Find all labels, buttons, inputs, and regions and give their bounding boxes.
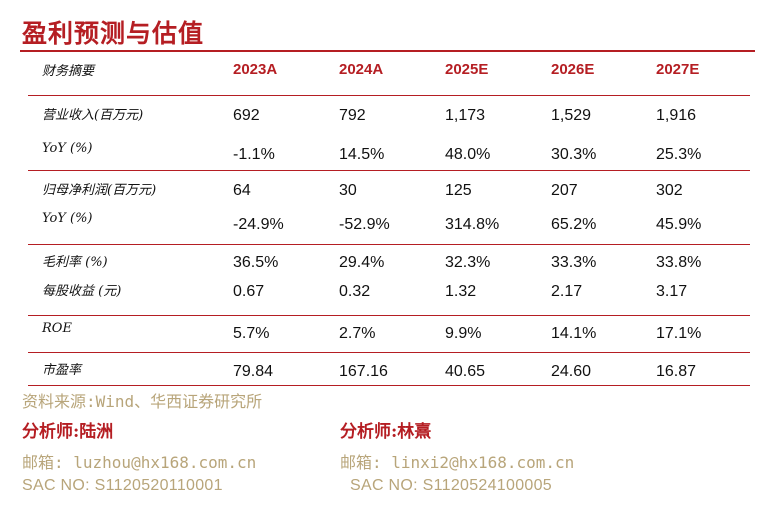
table-cell: 5.7%	[233, 325, 270, 342]
table-cell: 207	[551, 182, 578, 199]
table-cell: 302	[656, 182, 683, 199]
table-cell: 2.7%	[339, 325, 376, 342]
table-cell: 9.9%	[445, 325, 482, 342]
table-cell: -24.9%	[233, 216, 284, 233]
table-cell: 1,529	[551, 107, 592, 124]
row-label: ROE	[42, 321, 72, 336]
year-header: 2024A	[339, 61, 384, 78]
analyst-email[interactable]: 邮箱: linxi2@hx168.com.cn	[340, 453, 575, 472]
page-title: 盈利预测与估值	[22, 19, 205, 48]
table-cell: 32.3%	[445, 254, 491, 271]
row-label: YoY (%)	[42, 141, 93, 156]
table-cell: 33.8%	[656, 254, 702, 271]
table-cell: 29.4%	[339, 254, 385, 271]
table-cell: 79.84	[233, 363, 274, 380]
table-cell: 16.87	[656, 363, 697, 380]
year-header: 2025E	[445, 61, 489, 78]
table-cell: 36.5%	[233, 254, 279, 271]
table-cell: 1,916	[656, 107, 697, 124]
table-cell: 40.65	[445, 363, 486, 380]
table-bottom-rule	[28, 385, 750, 386]
year-header: 2027E	[656, 61, 700, 78]
table-cell: 14.5%	[339, 146, 385, 163]
analyst-name: 分析师:林熹	[340, 422, 432, 442]
row-divider	[28, 170, 750, 171]
row-divider	[28, 315, 750, 316]
table-cell: 24.60	[551, 363, 592, 380]
analyst-sac: SAC NO: S1120524100005	[350, 477, 552, 494]
row-label: 归母净利润(百万元)	[42, 183, 157, 198]
source-note: 资料来源:Wind、华西证券研究所	[22, 392, 263, 411]
table-cell: 64	[233, 182, 251, 199]
table-cell: 2.17	[551, 283, 583, 300]
table-cell: 1.32	[445, 283, 477, 300]
row-divider	[28, 244, 750, 245]
table-cell: 167.16	[339, 363, 388, 380]
analyst-name: 分析师:陆洲	[22, 422, 114, 442]
table-cell: 33.3%	[551, 254, 597, 271]
row-label: 每股收益 (元)	[42, 284, 122, 299]
table-cell: 3.17	[656, 283, 688, 300]
row-divider	[28, 95, 750, 96]
table-header-label: 财务摘要	[42, 64, 95, 79]
analyst-email[interactable]: 邮箱: luzhou@hx168.com.cn	[22, 453, 257, 472]
table-cell: 30.3%	[551, 146, 597, 163]
table-cell: 0.67	[233, 283, 265, 300]
row-label: 毛利率 (%)	[42, 255, 108, 270]
table-cell: 14.1%	[551, 325, 597, 342]
table-cell: 65.2%	[551, 216, 597, 233]
table-cell: 0.32	[339, 283, 371, 300]
table-cell: 792	[339, 107, 366, 124]
table-cell: 25.3%	[656, 146, 702, 163]
table-cell: -52.9%	[339, 216, 390, 233]
table-cell: 314.8%	[445, 216, 500, 233]
table-cell: -1.1%	[233, 146, 275, 163]
row-divider	[28, 352, 750, 353]
table-cell: 125	[445, 182, 472, 199]
year-header: 2026E	[551, 61, 595, 78]
table-cell: 48.0%	[445, 146, 491, 163]
table-cell: 692	[233, 107, 260, 124]
row-label: 市盈率	[42, 363, 82, 378]
table-cell: 45.9%	[656, 216, 702, 233]
table-cell: 1,173	[445, 107, 486, 124]
row-label: 营业收入(百万元)	[42, 108, 144, 123]
table-cell: 30	[339, 182, 357, 199]
row-label: YoY (%)	[42, 211, 93, 226]
year-header: 2023A	[233, 61, 278, 78]
table-cell: 17.1%	[656, 325, 702, 342]
top-rule	[20, 50, 755, 52]
analyst-sac: SAC NO: S1120520110001	[22, 477, 223, 494]
